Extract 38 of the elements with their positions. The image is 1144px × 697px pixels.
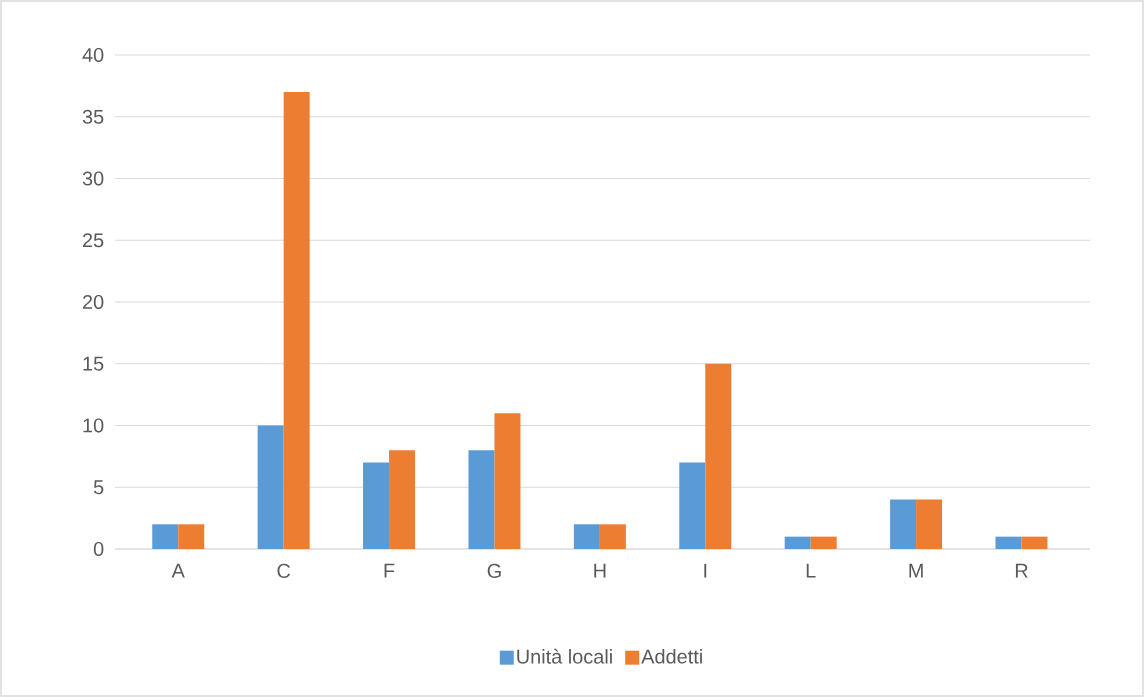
- x-tick-label: L: [806, 563, 816, 578]
- y-tick-label: 20: [83, 294, 104, 310]
- bar: [389, 450, 416, 549]
- x-tick-label: C: [277, 563, 291, 578]
- bar: [705, 363, 732, 549]
- legend-label: Addetti: [641, 648, 702, 664]
- y-tick-label: 5: [93, 480, 104, 495]
- bar: [784, 536, 811, 549]
- y-tick-label: 40: [82, 47, 104, 63]
- x-tick-label: M: [909, 563, 923, 578]
- x-tick-label: A: [171, 563, 185, 578]
- bar: [257, 425, 284, 549]
- x-tick-label: H: [594, 563, 606, 578]
- bar: [599, 524, 626, 549]
- bar: [890, 499, 917, 549]
- bar: [363, 462, 390, 549]
- y-tick-label: 10: [83, 418, 104, 433]
- bar: [468, 450, 495, 549]
- bar: [916, 499, 943, 549]
- bar: [494, 413, 521, 549]
- x-tick-label: G: [487, 563, 501, 578]
- bar: [810, 536, 837, 549]
- y-tick-label: 25: [83, 233, 104, 248]
- y-tick-label: 35: [82, 109, 104, 124]
- x-tick-label: R: [1015, 563, 1028, 578]
- bar: [1021, 536, 1048, 549]
- legend-label: Unità locali: [517, 648, 612, 664]
- bar: [573, 524, 600, 549]
- y-tick-label: 0: [93, 541, 104, 557]
- bar: [995, 536, 1022, 549]
- y-tick-label: 15: [83, 356, 104, 371]
- x-tick-label: F: [384, 563, 395, 578]
- bar: [283, 92, 310, 549]
- bar: [152, 524, 179, 549]
- bar: [178, 524, 205, 549]
- bar: [679, 462, 706, 549]
- y-tick-label: 30: [82, 171, 104, 186]
- x-tick-label: I: [704, 563, 707, 578]
